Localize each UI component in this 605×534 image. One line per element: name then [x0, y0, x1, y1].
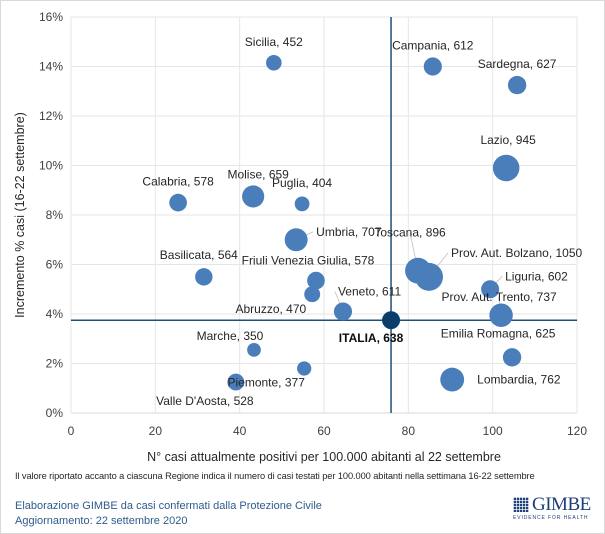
gimbe-logo: GIMBE EVIDENCE FOR HEALTH	[512, 494, 592, 524]
grid-lines	[70, 16, 578, 414]
data-label-italia: ITALIA, 638	[339, 331, 404, 345]
y-tick-label: 6%	[46, 258, 64, 272]
bubble-friuli-venezia-giulia	[307, 271, 325, 290]
data-label-abruzzo: Abruzzo, 470	[235, 302, 306, 316]
data-label-calabria: Calabria, 578	[142, 175, 214, 189]
y-tick-label: 0%	[46, 406, 64, 420]
x-tick-label: 20	[149, 424, 163, 438]
x-tick-label: 40	[233, 424, 247, 438]
data-label-umbria: Umbria, 707	[316, 225, 382, 239]
y-tick-labels: 0% 2% 4% 6% 8% 10% 12% 14% 16%	[39, 10, 63, 420]
bubble-campania	[423, 57, 442, 76]
y-tick-label: 2%	[46, 357, 64, 371]
bubble-lazio	[492, 154, 520, 182]
x-tick-label: 100	[483, 424, 503, 438]
data-label-prov-aut-bolzano: Prov. Aut. Bolzano, 1050	[451, 246, 583, 260]
x-tick-labels: 0 20 40 60 80 100 120	[68, 424, 588, 438]
x-tick-label: 0	[68, 424, 75, 438]
x-axis-title: N° casi attualmente positivi per 100.000…	[147, 450, 501, 464]
bubble-calabria	[169, 193, 187, 212]
source-text: Elaborazione GIMBE da casi confermati da…	[15, 500, 322, 512]
x-tick-label: 80	[402, 424, 416, 438]
data-label-molise: Molise, 659	[227, 167, 289, 181]
data-label-toscana: Toscana, 896	[374, 226, 446, 240]
y-tick-label: 4%	[46, 307, 64, 321]
bubble-emilia-romagna	[502, 348, 522, 367]
x-tick-label: 60	[317, 424, 331, 438]
data-label-emilia-romagna: Emilia Romagna, 625	[441, 326, 556, 340]
y-tick-label: 8%	[46, 208, 64, 222]
data-label-campania: Campania, 612	[392, 39, 474, 53]
data-label-sicilia: Sicilia, 452	[245, 35, 303, 49]
y-tick-label: 14%	[39, 60, 63, 74]
bubble-marche	[247, 343, 261, 357]
bubble-piemonte	[297, 361, 312, 376]
data-label-prov-aut-trento: Prov. Aut. Trento, 737	[442, 290, 558, 304]
logo-grid-icon	[513, 497, 529, 512]
bubble-prov-aut-trento	[489, 303, 513, 327]
data-label-marche: Marche, 350	[197, 329, 264, 343]
y-tick-label: 10%	[39, 159, 63, 173]
data-labels: Sicilia, 452 Campania, 612 Sardegna, 627 La…	[142, 35, 582, 408]
bubble-umbria	[284, 228, 308, 252]
data-label-lombardia: Lombardia, 762	[477, 373, 561, 387]
data-label-valle-d-aosta: Valle D'Aosta, 528	[156, 394, 254, 408]
bubble-molise	[242, 185, 265, 208]
bubble-liguria	[481, 280, 500, 299]
y-tick-label: 12%	[39, 109, 63, 123]
bubble-lombardia	[440, 367, 465, 392]
bubble-abruzzo	[304, 286, 321, 303]
data-label-liguria: Liguria, 602	[505, 269, 568, 283]
update-date: Aggiornamento: 22 settembre 2020	[15, 515, 188, 527]
bubble-veneto	[333, 302, 353, 321]
data-label-lazio: Lazio, 945	[480, 133, 536, 147]
bubble-sicilia	[266, 54, 282, 71]
data-label-veneto: Veneto, 611	[338, 285, 401, 299]
bubble-basilicata	[195, 268, 213, 286]
bubble-puglia	[294, 196, 310, 212]
bubble-italia	[382, 311, 401, 330]
y-tick-label: 16%	[39, 10, 63, 24]
data-label-sardegna: Sardegna, 627	[478, 57, 557, 71]
x-tick-label: 120	[567, 424, 587, 438]
footnote: Il valore riportato accanto a ciascuna R…	[15, 471, 535, 481]
y-axis-title: Incremento % casi (16-22 settembre)	[13, 112, 27, 318]
data-label-puglia: Puglia, 404	[272, 176, 332, 190]
logo-name: GIMBE	[532, 494, 591, 515]
bubble-sardegna	[507, 75, 527, 95]
logo-tagline: EVIDENCE FOR HEALTH	[513, 515, 589, 521]
bubbles	[169, 54, 527, 392]
data-label-friuli-venezia-giulia: Friuli Venezia Giulia, 578	[242, 254, 375, 268]
data-label-piemonte: Piemonte, 377	[227, 375, 305, 389]
bubble-prov-aut-bolzano	[414, 262, 443, 291]
data-label-basilicata: Basilicata, 564	[160, 248, 238, 262]
bubble-valle-d-aosta	[227, 373, 245, 391]
